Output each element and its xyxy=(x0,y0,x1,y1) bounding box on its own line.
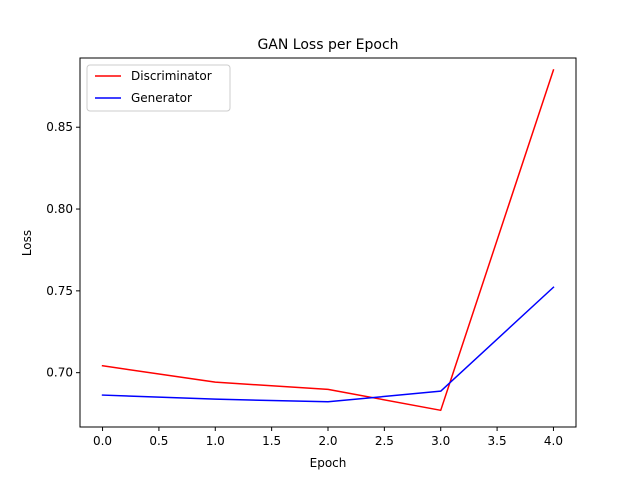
x-tick-label: 2.0 xyxy=(318,434,337,448)
x-tick-label: 1.5 xyxy=(262,434,281,448)
series-line-discriminator xyxy=(101,69,555,412)
y-tick-label: 0.75 xyxy=(46,284,73,298)
legend-box xyxy=(86,64,231,112)
x-tick-label: 3.5 xyxy=(488,434,507,448)
legend: Discriminator Generator xyxy=(86,64,231,112)
x-axis-label: Epoch xyxy=(310,456,347,470)
series-line-generator xyxy=(101,286,555,403)
y-axis-label: Loss xyxy=(20,230,34,256)
y-tick-label: 0.70 xyxy=(46,366,73,380)
plot-frame xyxy=(79,57,577,428)
x-tick-label: 1.0 xyxy=(206,434,225,448)
y-tick-label: 0.80 xyxy=(46,202,73,216)
x-tick-label: 0.0 xyxy=(93,434,112,448)
legend-label-generator: Generator xyxy=(131,91,192,105)
x-tick-label: 2.5 xyxy=(375,434,394,448)
x-tick-label: 4.0 xyxy=(544,434,563,448)
x-tick-label: 0.5 xyxy=(149,434,168,448)
x-tick-label: 3.0 xyxy=(431,434,450,448)
y-tick-label: 0.85 xyxy=(46,120,73,134)
legend-label-discriminator: Discriminator xyxy=(131,69,212,83)
chart-title: GAN Loss per Epoch xyxy=(257,37,398,53)
